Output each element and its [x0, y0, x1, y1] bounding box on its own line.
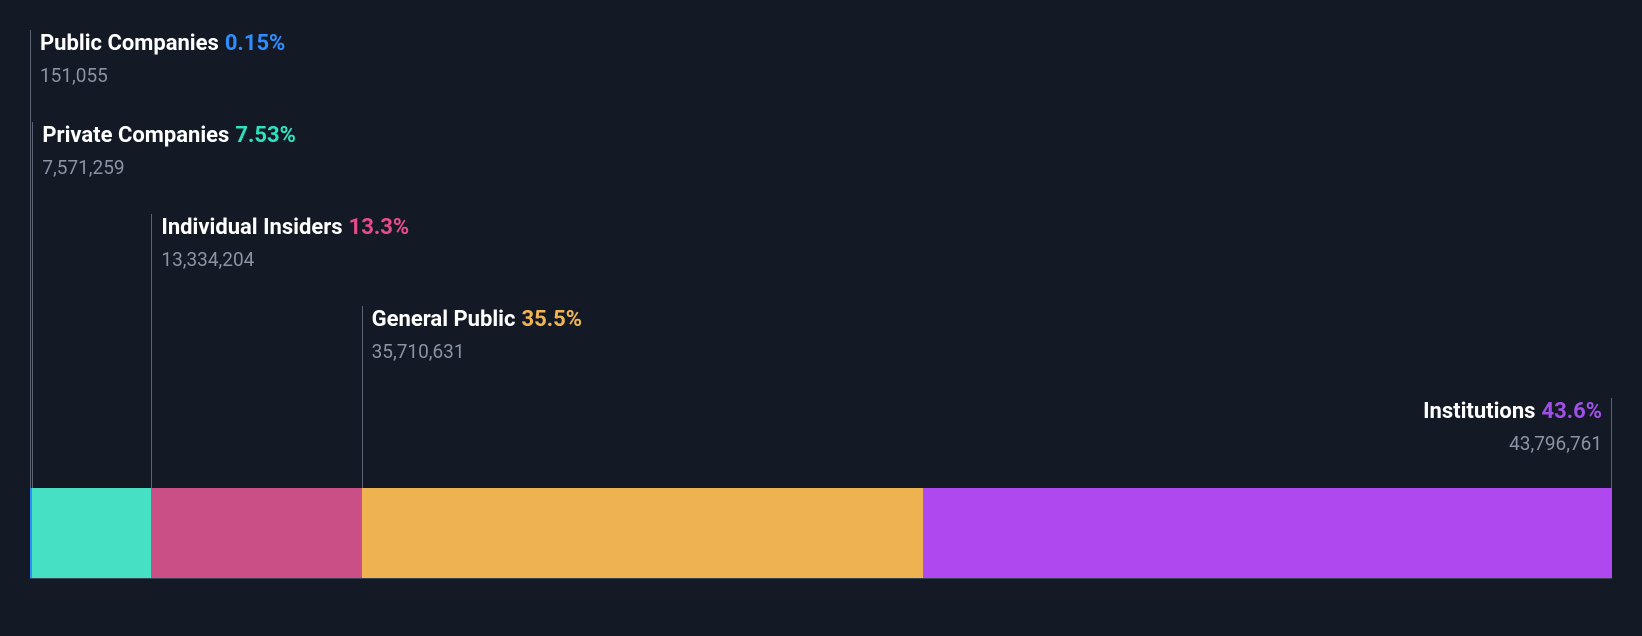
bar-segment-institutions [923, 488, 1612, 578]
connector-public-companies [30, 30, 31, 488]
ownership-breakdown-chart: Public Companies0.15% 151,055 Private Comp… [0, 0, 1642, 636]
category-name: Individual Insiders [161, 215, 342, 240]
category-name: Public Companies [40, 31, 219, 56]
category-percent: 0.15% [225, 31, 286, 56]
stacked-bar [30, 488, 1612, 578]
label-text-private-companies: Private Companies7.53% 7,571,259 [32, 122, 295, 179]
chart-bar-area [30, 488, 1612, 578]
category-percent: 7.53% [235, 123, 296, 148]
label-text-institutions: Institutions43.6% 43,796,761 [1423, 398, 1612, 455]
category-percent: 43.6% [1541, 399, 1602, 424]
category-value: 7,571,259 [42, 156, 295, 179]
category-value: 35,710,631 [372, 340, 582, 363]
label-title-general-public: General Public35.5% [372, 306, 582, 334]
chart-labels-area: Public Companies0.15% 151,055 Private Comp… [30, 30, 1612, 488]
label-block-general-public: General Public35.5% 35,710,631 [362, 306, 582, 363]
label-title-individual-insiders: Individual Insiders 13.3% [161, 214, 409, 242]
label-block-institutions: Institutions43.6% 43,796,761 [1423, 398, 1612, 455]
label-text-general-public: General Public35.5% 35,710,631 [362, 306, 582, 363]
category-value: 13,334,204 [161, 248, 409, 271]
label-block-private-companies: Private Companies7.53% 7,571,259 [32, 122, 295, 179]
category-value: 151,055 [40, 64, 285, 87]
category-percent: 13.3% [349, 215, 410, 240]
bar-segment-individual-insiders [151, 488, 361, 578]
label-block-individual-insiders: Individual Insiders 13.3% 13,334,204 [151, 214, 409, 271]
chart-baseline [30, 578, 1612, 579]
category-percent: 35.5% [521, 307, 582, 332]
bar-segment-private-companies [32, 488, 151, 578]
label-text-public-companies: Public Companies0.15% 151,055 [30, 30, 285, 87]
category-name: Institutions [1423, 399, 1535, 424]
category-name: Private Companies [42, 123, 229, 148]
category-name: General Public [372, 307, 516, 332]
label-title-public-companies: Public Companies0.15% [40, 30, 285, 58]
label-title-institutions: Institutions43.6% [1423, 398, 1602, 426]
label-title-private-companies: Private Companies7.53% [42, 122, 295, 150]
label-text-individual-insiders: Individual Insiders 13.3% 13,334,204 [151, 214, 409, 271]
bar-segment-general-public [362, 488, 923, 578]
category-value: 43,796,761 [1423, 432, 1602, 455]
label-block-public-companies: Public Companies0.15% 151,055 [30, 30, 285, 87]
